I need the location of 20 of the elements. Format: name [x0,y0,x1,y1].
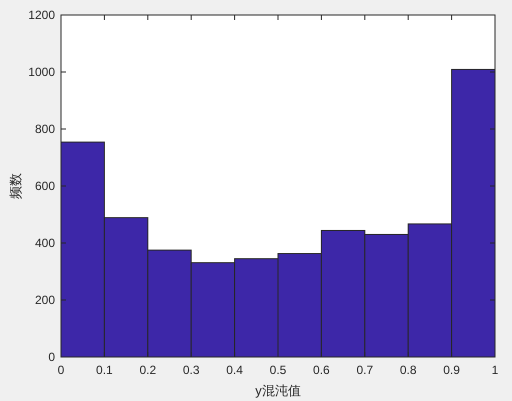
x-tick-label: 0.6 [313,363,330,377]
y-tick-label: 600 [34,179,56,193]
x-tick-label: 0 [58,363,65,377]
x-tick-label: 0.1 [96,363,114,377]
x-tick-label: 0.3 [182,363,200,377]
x-tick-label: 1 [492,363,499,377]
x-axis-title: y混沌值 [255,383,301,398]
y-tick-label: 1000 [28,65,56,79]
x-tick-label: 0.8 [400,363,417,377]
x-tick-label: 0.2 [139,363,156,377]
x-tick-label: 0.5 [270,363,287,377]
y-axis-title: 频数 [8,173,23,199]
y-tick-label: 0 [48,350,56,364]
x-tick-label: 0.4 [226,363,244,377]
y-tick-label: 800 [34,122,56,136]
y-tick-label: 400 [34,236,56,250]
y-tick-label: 1200 [28,8,56,22]
x-tick-label: 0.7 [356,363,374,377]
x-tick-label: 0.9 [443,363,460,377]
y-tick-label: 200 [34,293,56,307]
